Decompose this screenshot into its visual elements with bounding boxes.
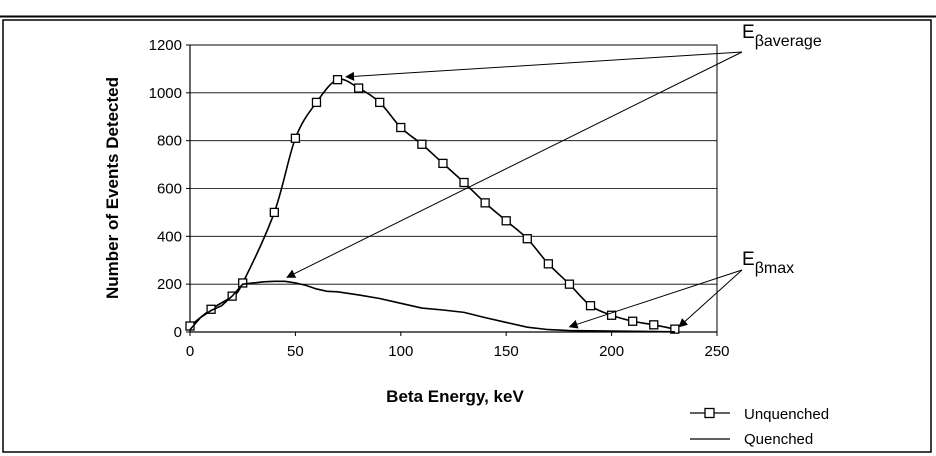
data-point-unquenched bbox=[396, 122, 406, 133]
data-point-unquenched bbox=[522, 234, 532, 244]
x-axis-ticks: 0 50 100 150 200 250 bbox=[186, 332, 730, 360]
data-point-unquenched bbox=[290, 133, 301, 143]
data-point-unquenched bbox=[332, 75, 343, 85]
data-point-unquenched bbox=[438, 158, 448, 169]
series-line-quenched bbox=[189, 280, 675, 333]
outer-border bbox=[2, 19, 932, 453]
annotation-e-beta-average-arrow bbox=[345, 51, 743, 81]
data-point-unquenched bbox=[459, 177, 469, 188]
data-point-unquenched bbox=[543, 259, 554, 269]
data-point-unquenched bbox=[269, 207, 279, 218]
legend-unquenched-marker bbox=[704, 407, 715, 419]
y-tick-label: 1000 bbox=[149, 85, 182, 102]
x-tick-label: 100 bbox=[388, 343, 413, 360]
x-tick-label: 200 bbox=[599, 343, 624, 360]
data-point-unquenched bbox=[501, 216, 511, 226]
data-point-unquenched bbox=[606, 310, 617, 320]
data-point-unquenched bbox=[649, 320, 659, 330]
y-tick-label: 1200 bbox=[149, 37, 182, 54]
data-point-unquenched bbox=[353, 83, 364, 93]
y-tick-label: 200 bbox=[157, 276, 182, 293]
data-point-unquenched bbox=[417, 139, 427, 149]
annotation-e-beta-average-arrow bbox=[286, 51, 743, 278]
annotation-e-beta-max-arrow bbox=[568, 269, 743, 329]
data-point-unquenched bbox=[585, 301, 596, 311]
annotation-e-beta-max: Eβmax bbox=[742, 249, 794, 277]
data-point-unquenched bbox=[375, 97, 385, 108]
y-axis-ticks: 0 200 400 600 800 1000 1200 bbox=[149, 37, 190, 341]
y-tick-label: 800 bbox=[157, 133, 182, 150]
annotation-e-beta-max-arrow bbox=[678, 269, 743, 328]
x-tick-label: 150 bbox=[494, 343, 519, 360]
legend-quenched-label: Quenched bbox=[744, 431, 813, 448]
data-point-unquenched bbox=[238, 278, 248, 288]
gridlines bbox=[190, 92, 717, 285]
y-tick-label: 0 bbox=[174, 324, 182, 341]
x-tick-label: 0 bbox=[186, 343, 194, 360]
y-tick-label: 400 bbox=[157, 228, 182, 245]
data-point-unquenched bbox=[311, 97, 322, 108]
data-point-unquenched bbox=[670, 324, 680, 334]
data-point-unquenched bbox=[564, 279, 575, 289]
data-point-unquenched bbox=[628, 316, 638, 326]
y-tick-label: 600 bbox=[157, 181, 182, 198]
y-axis-title: Number of Events Detected bbox=[103, 77, 122, 299]
legend: Unquenched Quenched bbox=[690, 406, 829, 448]
x-tick-label: 250 bbox=[704, 343, 729, 360]
annotation-e-beta-average: Eβaverage bbox=[742, 22, 822, 50]
x-tick-label: 50 bbox=[287, 343, 304, 360]
series-layer bbox=[185, 75, 680, 334]
annotations-layer: Eβaverage Eβmax bbox=[286, 22, 822, 329]
legend-unquenched-label: Unquenched bbox=[744, 406, 829, 423]
x-axis-title: Beta Energy, keV bbox=[386, 387, 524, 406]
data-point-unquenched bbox=[480, 198, 490, 208]
